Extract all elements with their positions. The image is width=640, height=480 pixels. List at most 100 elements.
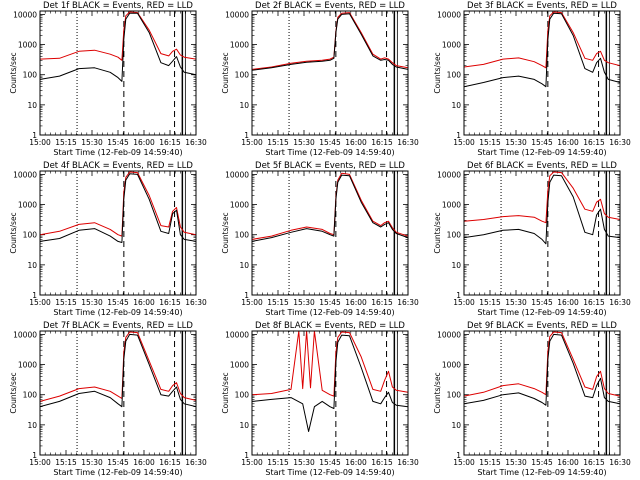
y-tick-label: 100 [447,231,462,240]
series-line-events [252,334,408,432]
plot-frame [251,10,409,136]
x-tick-label: 15:45 [531,298,553,307]
detector-panel-9: Det 9f BLACK = Events, RED = LLD 1 10 100 10… [433,321,631,477]
x-tick-label: 15:15 [267,298,289,307]
y-tick-label: 10 [27,101,37,110]
plot-frame [39,170,197,296]
y-tick-label: 10 [451,421,461,430]
series-line-events [40,333,196,408]
series-line-events [40,173,196,243]
x-axis-label: Start Time (12-Feb-09 14:59:40) [265,148,394,157]
x-axis-label: Start Time (12-Feb-09 14:59:40) [53,308,182,317]
x-tick-label: 16:30 [397,298,419,307]
x-tick-label: 16:00 [345,298,367,307]
y-axis-label: Counts/sec [221,212,230,253]
x-tick-label: 15:00 [453,458,475,467]
series-line-lld [40,331,196,402]
series-group [40,171,196,243]
x-tick-label: 15:45 [107,458,129,467]
y-axis-label: Counts/sec [433,52,442,93]
x-axis-label: Start Time (12-Feb-09 14:59:40) [53,148,182,157]
x-tick-label: 15:45 [319,138,341,147]
x-tick-label: 16:00 [133,458,155,467]
y-tick-label: 10 [27,261,37,270]
y-tick-label: 100 [447,71,462,80]
series-line-events [464,174,620,245]
x-tick-label: 16:00 [345,458,367,467]
x-tick-label: 15:30 [505,138,527,147]
y-tick-label: 1 [244,131,249,140]
x-tick-label: 15:30 [81,458,103,467]
detector-panel-4: Det 4f BLACK = Events, RED = LLD 1 10 100 10… [9,161,207,317]
y-tick-label: 10 [451,101,461,110]
plot-frame [251,170,409,296]
x-tick-label: 16:15 [583,138,605,147]
series-line-lld [252,331,408,397]
reference-lines [76,331,186,455]
x-tick-label: 15:15 [267,458,289,467]
x-tick-label: 16:15 [159,298,181,307]
x-tick-label: 16:30 [397,138,419,147]
detector-panel-1: Det 1f BLACK = Events, RED = LLD 1 10 100 10… [9,1,207,157]
x-tick-label: 15:45 [107,138,129,147]
x-tick-label: 15:30 [81,298,103,307]
y-tick-label: 100 [23,71,38,80]
plot-frame [463,170,621,296]
series-group [464,331,620,406]
x-tick-label: 16:00 [345,138,367,147]
x-tick-label: 15:00 [453,138,475,147]
x-tick-label: 15:00 [241,298,263,307]
x-tick-label: 15:00 [29,138,51,147]
x-tick-label: 15:30 [505,298,527,307]
y-tick-label: 100 [23,391,38,400]
x-tick-label: 15:30 [505,458,527,467]
x-tick-label: 15:45 [531,458,553,467]
y-tick-label: 1000 [442,41,461,50]
x-tick-label: 15:30 [81,138,103,147]
y-tick-label: 10000 [225,330,249,339]
y-tick-label: 1 [456,291,461,300]
x-tick-label: 16:00 [557,298,579,307]
x-tick-label: 16:15 [371,298,393,307]
y-tick-label: 1 [32,131,37,140]
x-axis-label: Start Time (12-Feb-09 14:59:40) [53,468,182,477]
y-tick-label: 100 [235,71,250,80]
y-tick-label: 1 [244,291,249,300]
x-tick-label: 16:15 [583,458,605,467]
y-tick-label: 1 [456,451,461,460]
y-tick-label: 1000 [18,361,37,370]
y-tick-label: 10000 [225,170,249,179]
y-tick-label: 100 [235,231,250,240]
series-line-lld [252,172,408,240]
x-tick-label: 16:00 [133,138,155,147]
panel-title: Det 9f BLACK = Events, RED = LLD [467,321,617,331]
series-group [464,171,620,245]
x-tick-label: 15:00 [29,458,51,467]
y-tick-label: 1 [456,131,461,140]
series-group [40,331,196,408]
y-tick-label: 100 [235,391,250,400]
y-tick-label: 10000 [13,330,37,339]
x-tick-label: 15:45 [319,458,341,467]
plot-frame [251,330,409,456]
series-line-lld [464,331,620,397]
x-axis-label: Start Time (12-Feb-09 14:59:40) [477,468,606,477]
y-axis-label: Counts/sec [9,372,18,413]
x-tick-label: 15:30 [293,458,315,467]
x-tick-label: 16:30 [609,458,631,467]
x-tick-label: 16:15 [159,458,181,467]
series-line-lld [464,171,620,224]
y-tick-label: 10 [239,101,249,110]
panel-title: Det 8f BLACK = Events, RED = LLD [255,321,405,331]
x-tick-label: 15:30 [293,138,315,147]
x-axis-label: Start Time (12-Feb-09 14:59:40) [477,308,606,317]
x-tick-label: 16:30 [185,138,207,147]
panel-title: Det 6f BLACK = Events, RED = LLD [467,161,617,171]
x-tick-label: 16:00 [133,298,155,307]
plot-frame [463,330,621,456]
plot-frame [463,10,621,136]
x-tick-label: 15:00 [453,298,475,307]
x-tick-label: 16:30 [185,298,207,307]
y-axis-label: Counts/sec [221,372,230,413]
